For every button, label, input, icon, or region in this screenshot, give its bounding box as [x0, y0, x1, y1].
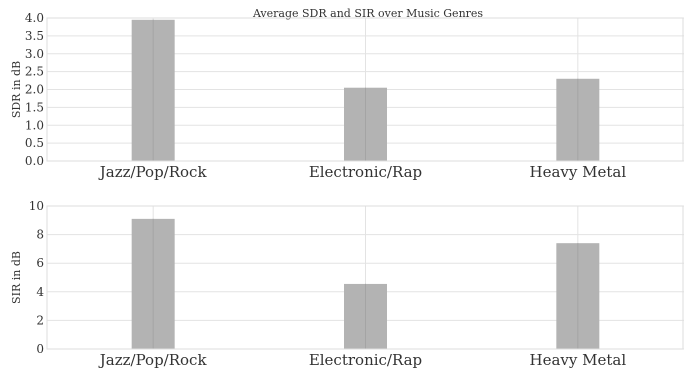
- sdr-xtick-label: Heavy Metal: [530, 163, 627, 181]
- sir-ytick-label: 4: [36, 285, 44, 299]
- sir-xtick-label: Heavy Metal: [530, 351, 627, 368]
- sdr-ylabel: SDR in dB: [10, 61, 23, 118]
- sdr-ytick-label: 2.0: [25, 83, 44, 97]
- sir-axes-frame: [46, 205, 684, 350]
- sdr-ytick-label: 3.5: [25, 29, 44, 43]
- sdr-ytick-label: 4.0: [25, 11, 44, 25]
- sdr-ytick-label: 0.5: [25, 136, 44, 150]
- sir-ytick-label: 10: [29, 199, 44, 213]
- sdr-ytick-label: 3.0: [25, 47, 44, 61]
- chart-title: Average SDR and SIR over Music Genres: [252, 7, 483, 20]
- sdr-ytick-label: 2.5: [25, 65, 44, 79]
- sdr-xtick-label: Electronic/Rap: [309, 163, 422, 181]
- sdr-axes-frame: [46, 17, 684, 162]
- sir-ylabel: SIR in dB: [10, 251, 23, 304]
- sir-xtick-label: Jazz/Pop/Rock: [98, 351, 208, 368]
- sir-xtick-label: Electronic/Rap: [309, 351, 422, 368]
- sdr-xtick-label: Jazz/Pop/Rock: [98, 163, 208, 181]
- sir-ytick-label: 2: [36, 313, 44, 327]
- sdr-ytick-label: 1.5: [25, 100, 44, 114]
- sir-chart: 0 2 4 6 8 10 Jazz/Pop/Rock Electronic/Rap Heavy …: [10, 199, 684, 368]
- sdr-ytick-label: 0.0: [25, 154, 44, 168]
- sir-ytick-label: 8: [36, 228, 44, 242]
- sdr-ytick-label: 1.0: [25, 118, 44, 132]
- sir-ytick-label: 6: [36, 256, 44, 270]
- sdr-chart: 0.0 0.5 1.0 1.5 2.0 2.5 3.0 3.5 4.0 Jazz/Pop/Rock…: [10, 11, 684, 181]
- sir-ytick-label: 0: [36, 342, 44, 356]
